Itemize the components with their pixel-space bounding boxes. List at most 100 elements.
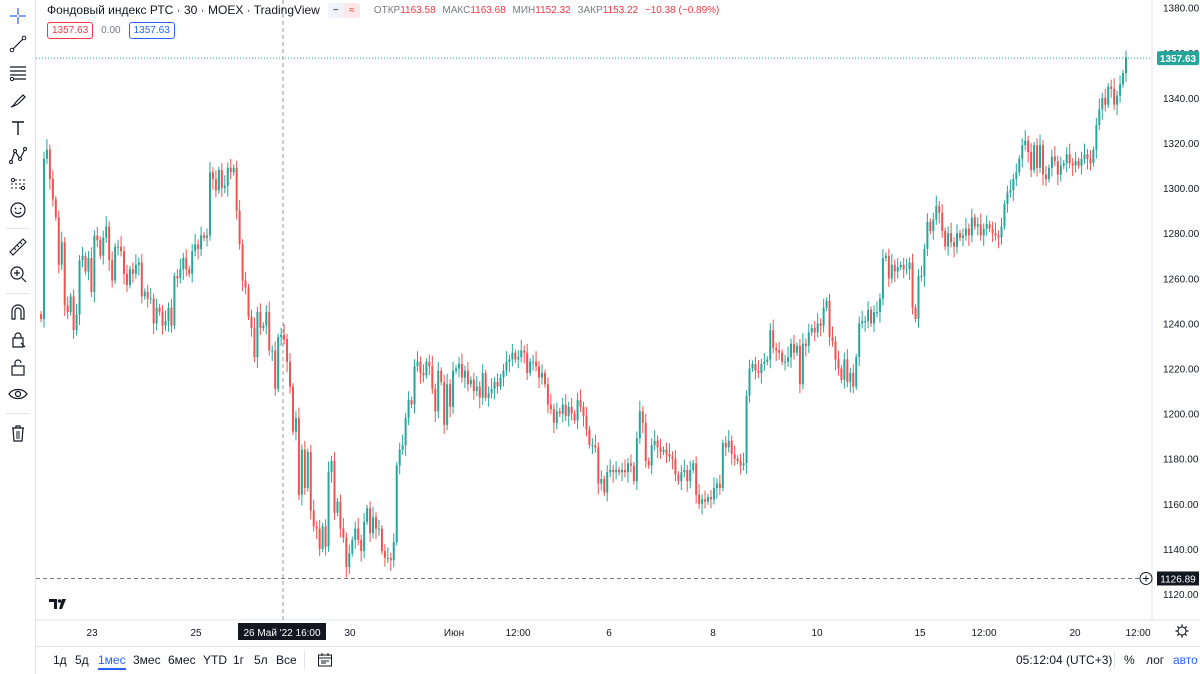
- candle-body: [1036, 145, 1039, 168]
- candle-body: [170, 307, 173, 326]
- candle-body: [457, 363, 460, 369]
- candle-body: [1092, 149, 1095, 164]
- clock-time[interactable]: 05:12:04 (UTC+3): [1016, 653, 1113, 667]
- candle-body: [769, 330, 772, 360]
- candle-body: [787, 357, 790, 362]
- candle-body: [214, 179, 217, 191]
- range-all[interactable]: Все: [276, 653, 297, 667]
- log-toggle[interactable]: лог: [1146, 653, 1165, 667]
- crosshair-icon[interactable]: [4, 3, 32, 29]
- price-chart[interactable]: 1120.00 1140.00 1160.00 1180.00 1200.00 1220.…: [0, 0, 1200, 646]
- range-1d[interactable]: 1д: [53, 653, 67, 667]
- candle-body: [875, 312, 878, 314]
- range-3m[interactable]: 3мес: [133, 653, 161, 667]
- lock-drawings-icon[interactable]: [4, 327, 32, 353]
- candle-body: [976, 224, 979, 227]
- tradingview-logo[interactable]: [49, 598, 69, 610]
- y-tick-label: 1160.00: [1163, 500, 1199, 511]
- candle-body: [529, 361, 532, 374]
- candle-body: [988, 224, 991, 229]
- candle-body: [973, 217, 976, 227]
- emoji-icon[interactable]: [4, 197, 32, 223]
- candle-body: [677, 474, 680, 482]
- candle-body: [1107, 86, 1110, 105]
- candle-body: [422, 373, 425, 376]
- candle-body: [920, 276, 923, 278]
- range-1m[interactable]: 1мес: [98, 653, 126, 670]
- eye-icon[interactable]: [4, 381, 32, 407]
- minus-icon[interactable]: −: [332, 4, 339, 16]
- candle-body: [194, 244, 197, 252]
- candle-body: [964, 228, 967, 236]
- range-6m[interactable]: 6мес: [168, 653, 196, 667]
- candle-body: [680, 472, 683, 482]
- crosshair-price-label: 1126.89: [1160, 574, 1196, 585]
- candle-body: [42, 158, 45, 319]
- candle-body: [1018, 158, 1021, 173]
- candle-body: [105, 226, 108, 238]
- candle-body: [431, 366, 434, 389]
- range-1y[interactable]: 1г: [233, 653, 245, 667]
- fib-icon[interactable]: [4, 59, 32, 85]
- candle-body: [606, 472, 609, 493]
- approx-icon[interactable]: ≈: [343, 2, 360, 18]
- brush-icon[interactable]: [4, 87, 32, 113]
- candle-body: [419, 361, 422, 374]
- range-ytd[interactable]: YTD: [203, 653, 227, 667]
- calendar-icon[interactable]: [317, 652, 333, 671]
- candle-body: [828, 300, 831, 337]
- trend-line-icon[interactable]: [4, 31, 32, 57]
- candle-body: [781, 352, 784, 362]
- lock-icon[interactable]: [4, 354, 32, 380]
- candle-body: [698, 494, 701, 504]
- pattern-icon[interactable]: [4, 143, 32, 169]
- candle-body: [440, 370, 443, 383]
- candle-body: [947, 233, 950, 247]
- settings-icon[interactable]: [1175, 624, 1189, 638]
- symbol-title[interactable]: Фондовый индекс РТС · 30 · MOEX · Tradin…: [47, 3, 320, 17]
- candle-body: [455, 368, 458, 371]
- x-tick-label: 12:00: [505, 628, 530, 639]
- sell-price-button[interactable]: 1357.63: [47, 22, 94, 39]
- candle-body: [203, 235, 206, 238]
- range-5y[interactable]: 5л: [254, 653, 268, 667]
- magnet-icon[interactable]: [4, 299, 32, 325]
- candle-body: [1015, 172, 1018, 180]
- candle-body: [1021, 145, 1024, 159]
- auto-toggle[interactable]: авто: [1173, 653, 1198, 667]
- candle-body: [1047, 167, 1050, 180]
- zoom-in-icon[interactable]: [4, 261, 32, 287]
- text-icon[interactable]: [4, 115, 32, 141]
- candle-body: [265, 312, 268, 326]
- candle-body: [994, 233, 997, 236]
- y-tick-label: 1200.00: [1163, 410, 1200, 421]
- candle-body: [128, 269, 131, 286]
- ohlc-open-label: ОТКР: [373, 4, 401, 16]
- ruler-icon[interactable]: [4, 234, 32, 260]
- candle-body: [609, 469, 612, 473]
- candle-body: [351, 539, 354, 554]
- trash-icon[interactable]: [4, 420, 32, 446]
- candle-body: [695, 463, 698, 495]
- candle-body: [60, 242, 63, 265]
- candle-body: [158, 307, 161, 313]
- candle-body: [1098, 109, 1101, 125]
- candle-body: [286, 339, 289, 362]
- x-tick-label: 12:00: [1125, 628, 1150, 639]
- candle-body: [985, 224, 988, 229]
- candle-body: [766, 359, 769, 362]
- percent-toggle[interactable]: %: [1124, 653, 1135, 667]
- candle-body: [333, 460, 336, 513]
- candle-body: [1000, 226, 1003, 238]
- chart-legend: Фондовый индекс РТС · 30 · MOEX · Tradin…: [47, 2, 723, 18]
- candle-body: [914, 307, 917, 319]
- candle-body: [469, 379, 472, 385]
- buy-price-button[interactable]: 1357.63: [128, 22, 175, 39]
- range-5d[interactable]: 5д: [75, 653, 89, 667]
- candle-body: [953, 242, 956, 247]
- candle-body: [238, 210, 241, 245]
- candle-body: [1113, 88, 1116, 105]
- candle-body: [570, 406, 573, 414]
- candle-body: [472, 379, 475, 392]
- prediction-icon[interactable]: [4, 171, 32, 197]
